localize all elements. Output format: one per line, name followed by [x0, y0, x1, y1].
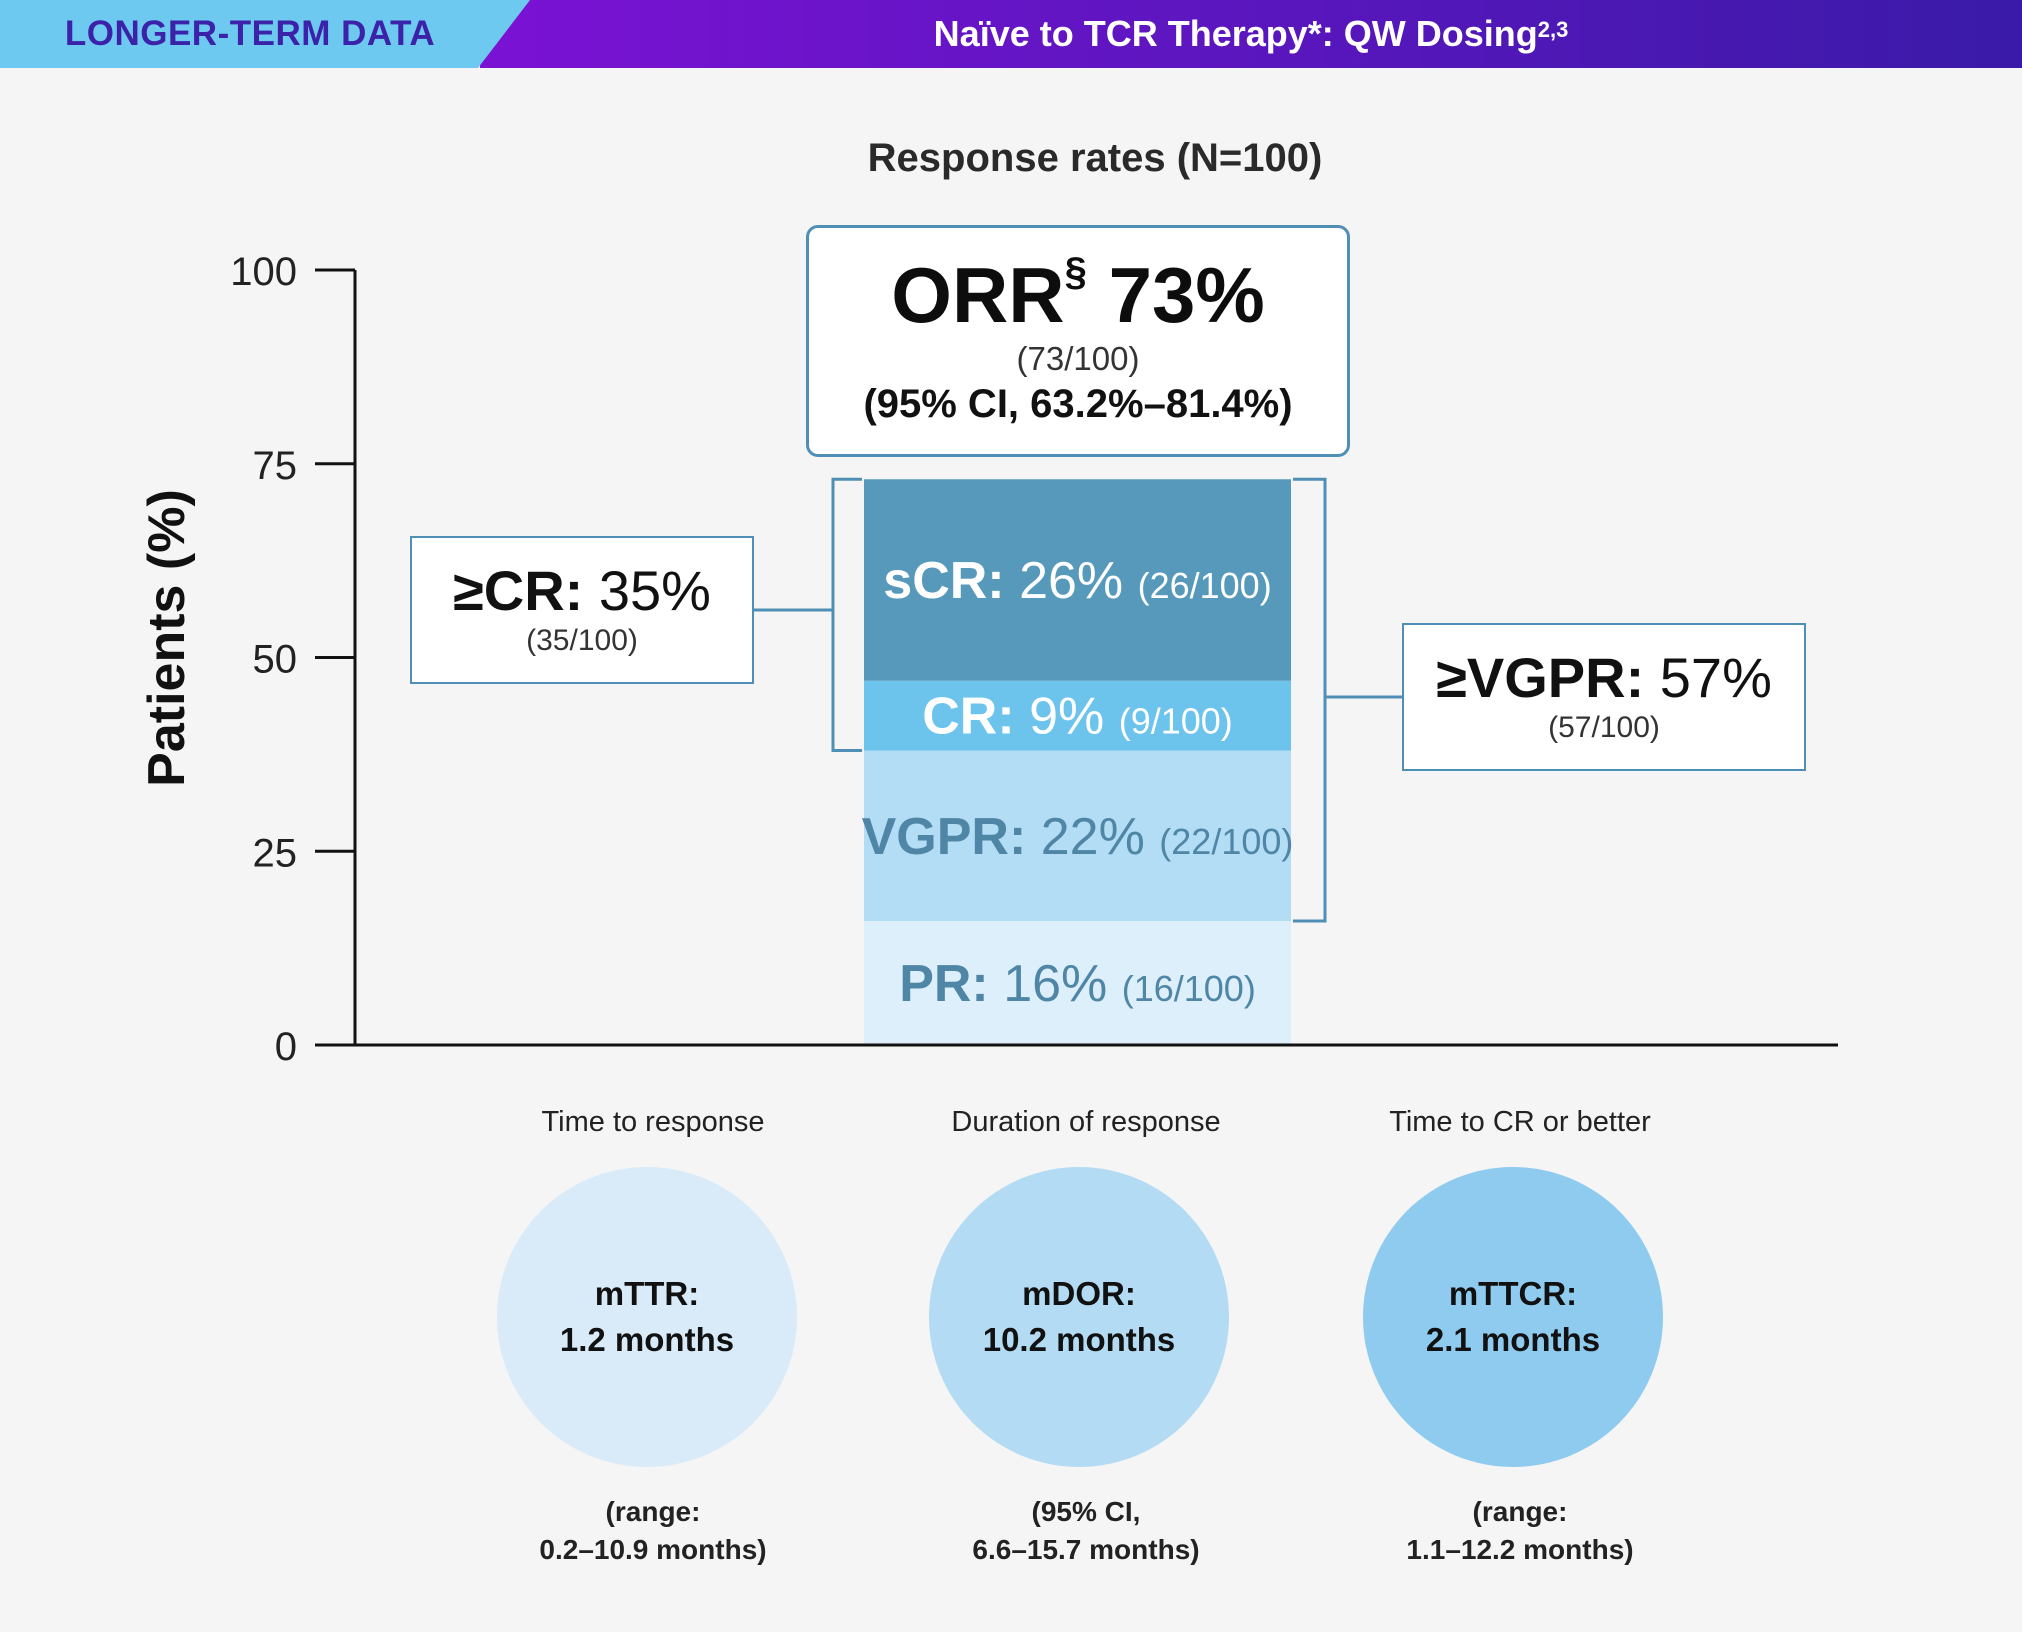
header-title: Naïve to TCR Therapy*: QW Dosing 2,3 [480, 0, 2022, 68]
header-background [0, 0, 2022, 68]
cr-or-better-label: ≥CR: [453, 558, 584, 622]
orr-fraction: (73/100) [1016, 339, 1140, 377]
chart-title: Response rates (N=100) [867, 136, 1323, 180]
vgpr-or-better-headline: ≥VGPR: 57% [1436, 645, 1772, 709]
cr-or-better-value: 35% [598, 558, 711, 622]
metric-ttr-circle: mTTR: 1.2 months [497, 1167, 797, 1467]
bar-segment-pr [864, 921, 1291, 1045]
vgpr-or-better-value: 57% [1659, 645, 1772, 709]
metric-ttcr-foot-line1: (range: [1472, 1496, 1568, 1527]
vgpr-or-better-bracket [1293, 477, 1327, 923]
bar-segment-vgpr [864, 750, 1291, 921]
metric-dor-footnote: (95% CI, 6.6–15.7 months) [866, 1493, 1306, 1569]
bar-segment-scr [864, 479, 1291, 681]
metric-dor-circle: mDOR: 10.2 months [929, 1167, 1229, 1467]
metric-ttr-name: mTTR: [594, 1274, 700, 1312]
header-title-superscript: 2,3 [1537, 17, 1569, 42]
metric-dor-title: Duration of response [951, 1106, 1221, 1138]
metric-ttcr-title-wrap: Time to CR or better [1300, 1106, 1740, 1139]
orr-value: 73% [1108, 250, 1265, 339]
metric-ttr-title: Time to response [541, 1106, 765, 1138]
bar-label-cr: CR: 9% (9/100) [922, 688, 1233, 746]
metric-ttcr-foot-line2: 1.1–12.2 months) [1406, 1533, 1634, 1565]
bar-segment-cr [864, 680, 1291, 751]
metric-ttcr-value: 2.1 months [1425, 1321, 1601, 1358]
y-tick-label-75: 75 [253, 444, 298, 488]
vgpr-or-better-callout-box: ≥VGPR: 57% (57/100) [1402, 623, 1806, 771]
section-tag: LONGER-TERM DATA [64, 14, 436, 53]
metric-dor-foot-line2: 6.6–15.7 months) [972, 1533, 1200, 1565]
y-tick-label-0: 0 [275, 1025, 297, 1069]
orr-footnote-mark: § [1064, 249, 1087, 294]
cr-or-better-headline: ≥CR: 35% [453, 558, 711, 622]
metric-ttr-foot-line2: 0.2–10.9 months) [539, 1533, 767, 1565]
metric-ttr-value: 1.2 months [559, 1321, 735, 1358]
metric-ttcr-footnote: (range: 1.1–12.2 months) [1300, 1493, 1740, 1569]
bar-label-pr: PR: 16% (16/100) [899, 955, 1256, 1013]
header-title-text: Naïve to TCR Therapy*: QW Dosing [933, 13, 1538, 54]
header-banner: LONGER-TERM DATA Naïve to TCR Therapy*: … [0, 0, 2022, 68]
metric-ttcr-circle: mTTCR: 2.1 months [1363, 1167, 1663, 1467]
y-tick-label-100: 100 [230, 250, 297, 294]
cr-or-better-fraction: (35/100) [526, 624, 638, 658]
y-tick-label-25: 25 [253, 831, 298, 875]
orr-callout-box: ORR§ 73% (73/100) (95% CI, 63.2%–81.4%) [806, 225, 1350, 457]
orr-headline: ORR§ 73% [891, 252, 1264, 334]
cr-or-better-bracket [831, 477, 862, 752]
vgpr-or-better-fraction: (57/100) [1548, 711, 1660, 745]
metric-dor-value: 10.2 months [982, 1321, 1176, 1358]
bar-label-vgpr: VGPR: 22% (22/100) [862, 808, 1294, 866]
orr-confidence-interval: (95% CI, 63.2%–81.4%) [863, 381, 1293, 426]
metric-dor-foot-line1: (95% CI, [1031, 1496, 1141, 1527]
bar-label-scr: sCR: 26% (26/100) [883, 552, 1271, 610]
metric-ttcr-title: Time to CR or better [1389, 1106, 1651, 1138]
metric-ttcr-name: mTTCR: [1448, 1274, 1578, 1312]
y-tick-label-50: 50 [253, 638, 298, 682]
metric-dor-title-wrap: Duration of response [866, 1106, 1306, 1139]
cr-or-better-callout-box: ≥CR: 35% (35/100) [410, 536, 754, 684]
metric-dor-name: mDOR: [1022, 1274, 1136, 1312]
metric-ttr-footnote: (range: 0.2–10.9 months) [433, 1493, 873, 1569]
metric-ttr-title-wrap: Time to response [433, 1106, 873, 1139]
vgpr-or-better-label: ≥VGPR: [1436, 645, 1645, 709]
orr-label: ORR [891, 250, 1065, 339]
metric-ttr-foot-line1: (range: [605, 1496, 701, 1527]
